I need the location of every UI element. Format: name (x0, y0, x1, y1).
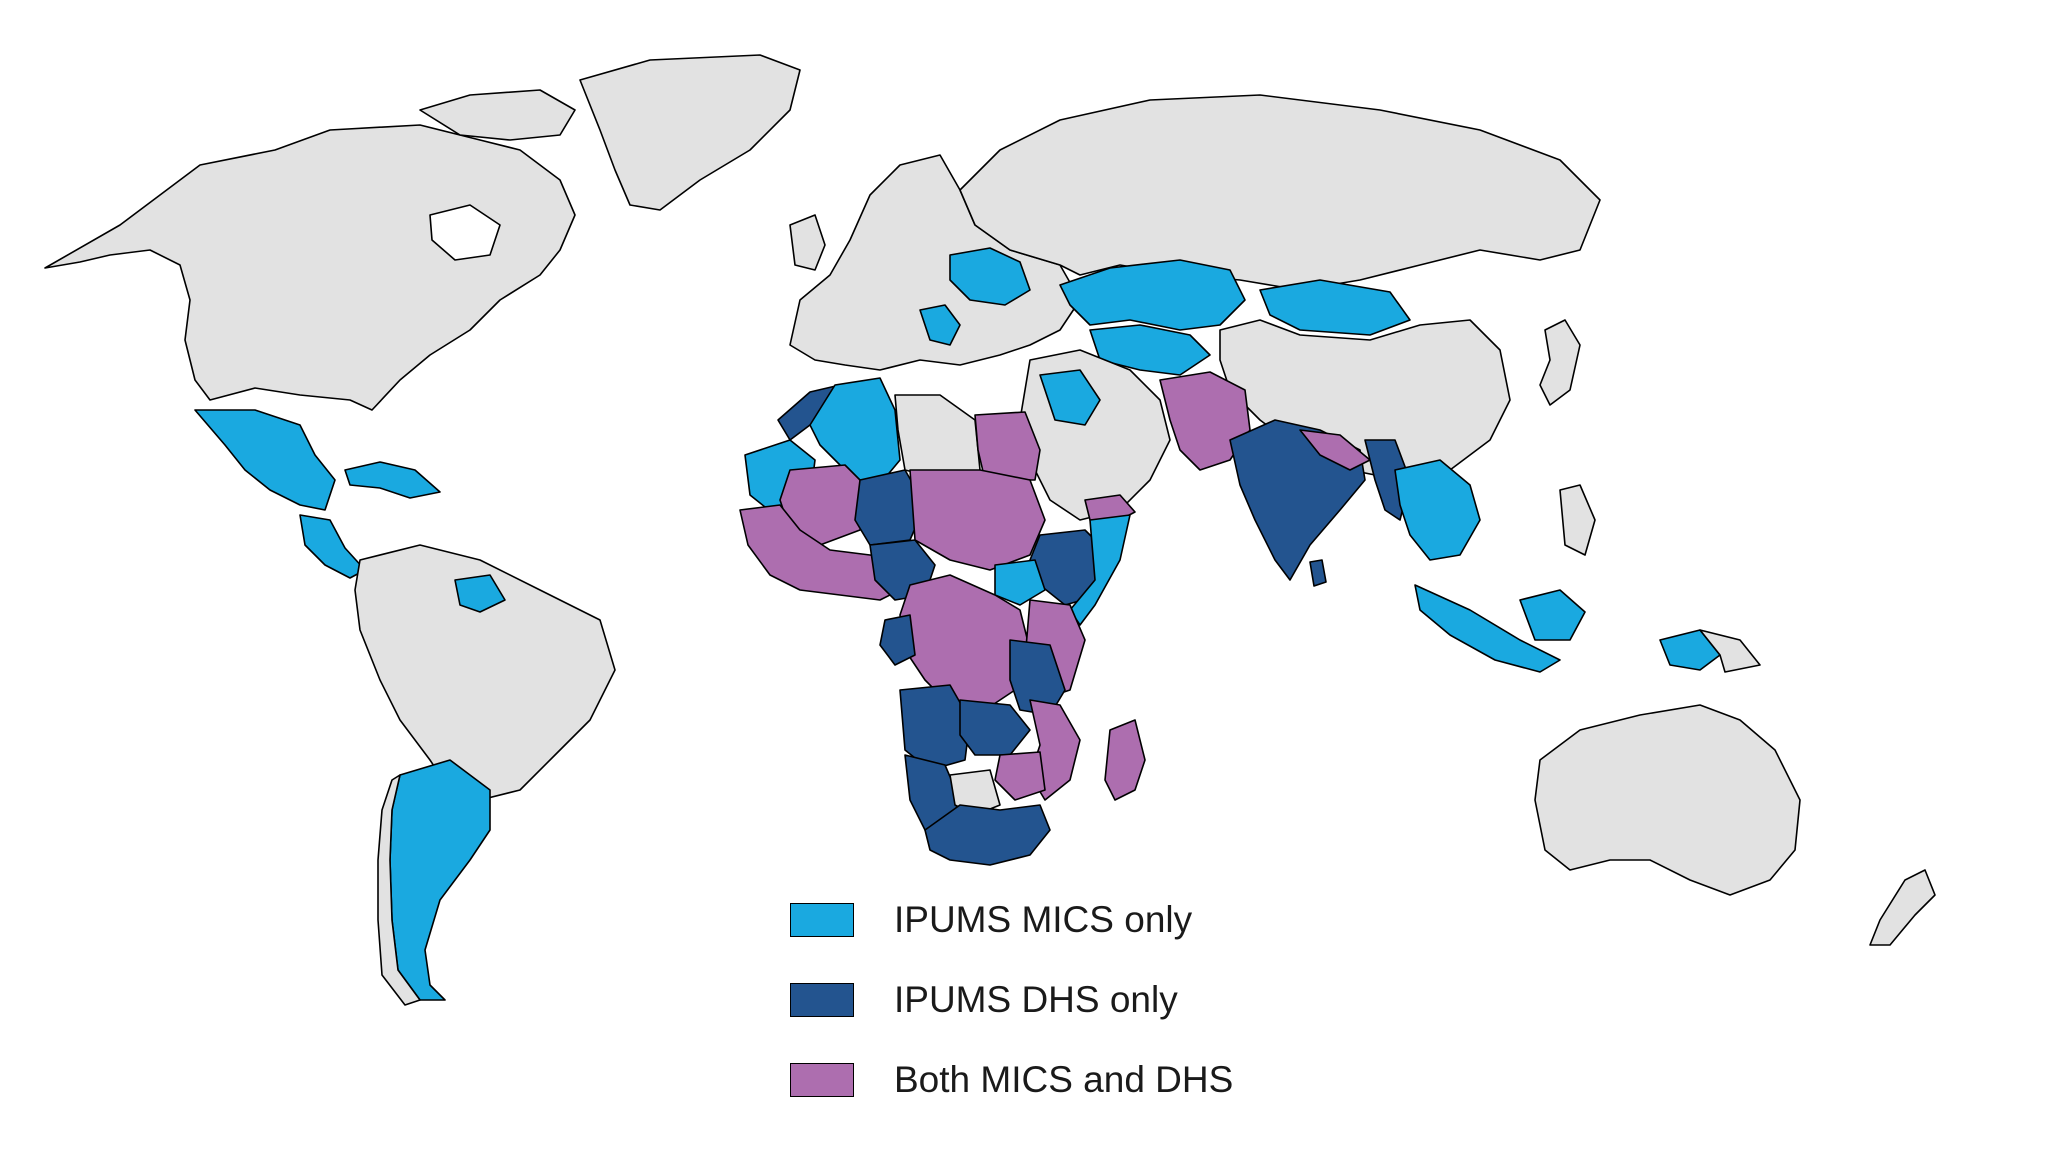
mexico-region (194, 409, 336, 511)
legend-item-dhs: IPUMS DHS only (790, 979, 1178, 1020)
canadian-archipelago-landmass (419, 89, 576, 141)
philippines-landmass (1559, 484, 1596, 556)
nepal-bangladesh-region (1299, 429, 1371, 471)
gabon-congo-region (879, 614, 916, 666)
central-america-region (299, 514, 366, 579)
south-africa-region (924, 804, 1051, 866)
borneo-region (1519, 589, 1586, 641)
mali-region (779, 464, 871, 546)
new-zealand-landmass (1869, 869, 1936, 946)
legend-label-mics: IPUMS MICS only (894, 899, 1193, 940)
caribbean-region (344, 461, 441, 499)
ukraine-belarus-region (949, 247, 1031, 306)
thai-lao-vietnam-region (1394, 459, 1481, 561)
legend-label-both: Both MICS and DHS (894, 1059, 1234, 1100)
greenland-landmass (579, 54, 801, 211)
iraq-jordan-region (1039, 369, 1101, 426)
australia-landmass (1534, 704, 1801, 896)
mongolia-region (1259, 279, 1411, 336)
madagascar-region (1104, 719, 1146, 801)
south-sudan-region (994, 559, 1046, 606)
south-america-north-region (354, 544, 616, 801)
chad-sudan-region (909, 469, 1046, 571)
uk-ireland-region (789, 214, 826, 271)
png-region (1699, 629, 1761, 673)
balkans-region (919, 304, 961, 346)
kazakhstan-region (1059, 259, 1246, 331)
egypt-region (974, 411, 1041, 481)
angola-region (899, 684, 971, 771)
north-america-landmass (44, 124, 576, 411)
legend-item-mics: IPUMS MICS only (790, 899, 1193, 940)
russia-region (959, 94, 1601, 291)
hudson-bay-region (429, 204, 501, 261)
legend-swatch-dhs (790, 983, 854, 1017)
legend-item-both: Both MICS and DHS (790, 1059, 1234, 1100)
southern-cone-region (389, 759, 491, 1001)
japan-landmass (1539, 319, 1581, 406)
legend-label-dhs: IPUMS DHS only (894, 979, 1178, 1020)
guyana-suriname-region (454, 574, 506, 613)
papua-region (1659, 629, 1721, 671)
chile-region (377, 774, 421, 1006)
somalia-region (1069, 514, 1131, 626)
sri-lanka-region (1309, 559, 1327, 587)
afghanistan-pakistan-region (1159, 371, 1251, 471)
map-legend: IPUMS MICS only IPUMS DHS only Both MICS… (790, 899, 1350, 1130)
legend-swatch-mics (790, 903, 854, 937)
zimbabwe-region (994, 751, 1046, 801)
indonesia-west-region (1414, 584, 1561, 673)
legend-swatch-both (790, 1063, 854, 1097)
libya-region (894, 394, 981, 481)
